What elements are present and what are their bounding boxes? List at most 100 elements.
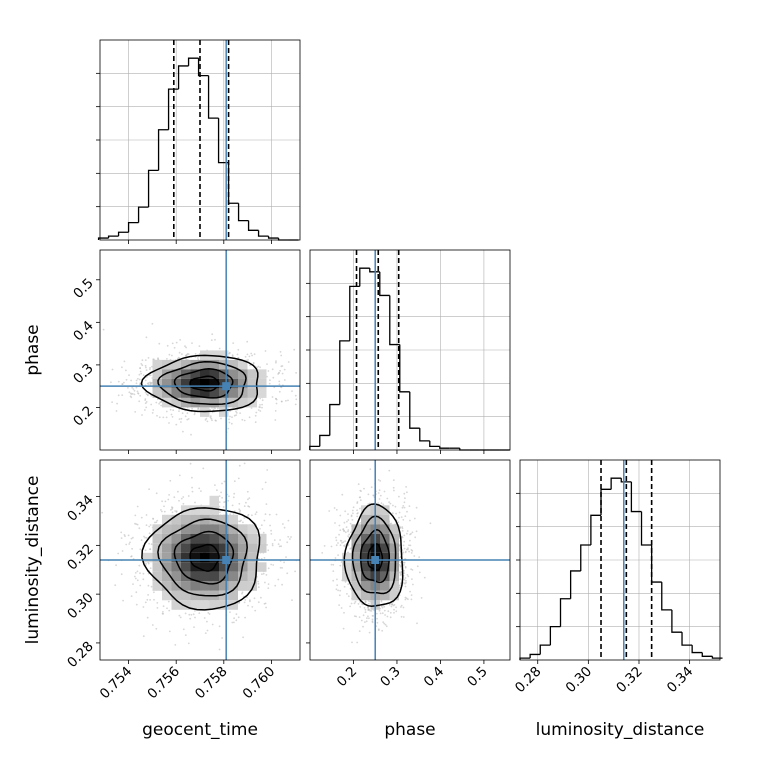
scatter-point <box>272 564 275 566</box>
scatter-point <box>166 344 169 347</box>
scatter-point <box>247 358 250 361</box>
scatter-point <box>144 379 147 382</box>
scatter-point <box>110 381 112 384</box>
density-cell-density-geocent_time-luminosity_distance <box>247 533 257 544</box>
scatter-point <box>376 621 379 624</box>
scatter-point <box>134 577 137 580</box>
scatter-point <box>111 368 114 371</box>
scatter-point <box>125 378 128 381</box>
scatter-point <box>153 591 155 594</box>
scatter-point <box>399 584 401 587</box>
scatter-point <box>115 564 117 567</box>
scatter-point <box>257 586 260 588</box>
scatter-point <box>399 578 402 581</box>
scatter-point <box>142 572 145 575</box>
scatter-point <box>120 537 123 539</box>
scatter-point <box>157 398 159 401</box>
scatter-point <box>282 523 284 525</box>
scatter-point <box>343 521 346 524</box>
scatter-point <box>133 575 136 578</box>
scatter-point <box>137 377 139 380</box>
scatter-point <box>395 610 398 613</box>
histogram-bin-hist-luminosity_distance-3 <box>549 625 561 646</box>
scatter-point <box>359 507 361 510</box>
scatter-point <box>243 517 246 519</box>
histogram-bin-hist-luminosity_distance-16 <box>681 632 693 646</box>
scatter-point <box>367 615 369 618</box>
scatter-point <box>175 341 178 344</box>
scatter-point <box>129 392 132 395</box>
scatter-point <box>147 382 150 384</box>
scatter-point <box>403 578 406 581</box>
scatter-point <box>142 635 145 638</box>
scatter-point <box>120 573 123 576</box>
scatter-point <box>149 383 152 386</box>
density-cell-density-geocent_time-luminosity_distance <box>190 524 200 534</box>
scatter-point <box>372 494 375 497</box>
scatter-point <box>403 547 406 550</box>
scatter-point <box>358 630 361 632</box>
scatter-point <box>231 354 234 357</box>
scatter-point <box>232 512 235 515</box>
density-cell-density-geocent_time-luminosity_distance <box>200 505 210 515</box>
scatter-point <box>182 430 184 433</box>
scatter-point <box>360 619 363 622</box>
scatter-point <box>228 495 230 498</box>
scatter-point <box>261 488 264 490</box>
scatter-point <box>359 522 362 524</box>
scatter-point <box>271 544 274 547</box>
histogram-bin-hist-geocent_time-11 <box>207 75 219 119</box>
scatter-point <box>145 514 148 516</box>
scatter-point <box>332 570 335 572</box>
x-axis-label-luminosity-distance: luminosity_distance <box>536 720 705 740</box>
scatter-point <box>221 482 223 485</box>
scatter-point <box>389 502 392 505</box>
scatter-point <box>383 490 386 493</box>
scatter-point <box>274 419 277 421</box>
scatter-point <box>278 545 281 548</box>
density-cell-density-phase-luminosity_distance <box>389 552 399 563</box>
scatter-point <box>140 372 143 375</box>
density-cell-density-geocent_time-luminosity_distance <box>181 562 191 572</box>
scatter-point <box>402 616 405 618</box>
scatter-point <box>407 547 409 550</box>
scatter-point <box>244 355 247 358</box>
scatter-point <box>235 412 238 414</box>
scatter-point <box>411 531 414 534</box>
scatter-point <box>184 415 187 418</box>
scatter-point <box>366 617 368 620</box>
scatter-point <box>160 404 163 407</box>
scatter-point <box>139 383 141 386</box>
scatter-point <box>241 592 243 595</box>
scatter-point <box>369 609 372 612</box>
histogram-bin-hist-luminosity_distance-19 <box>711 656 723 659</box>
scatter-point <box>275 360 277 362</box>
scatter-point <box>178 351 181 354</box>
histogram-bin-hist-geocent_time-0 <box>97 237 109 240</box>
scatter-point <box>413 555 416 557</box>
scatter-point <box>403 492 406 495</box>
scatter-point <box>233 492 236 495</box>
scatter-point <box>231 621 234 624</box>
scatter-point <box>279 539 281 541</box>
scatter-point <box>163 510 166 513</box>
scatter-point <box>352 512 354 515</box>
scatter-point <box>348 533 351 536</box>
scatter-point <box>214 338 216 341</box>
scatter-point <box>149 366 152 369</box>
scatter-point <box>401 506 404 509</box>
scatter-point <box>155 401 158 404</box>
density-cell-density-geocent_time-phase <box>257 378 267 389</box>
histogram-bin-hist-luminosity_distance-18 <box>701 652 713 657</box>
scatter-point <box>369 468 372 471</box>
scatter-point <box>135 591 138 594</box>
scatter-point <box>202 467 205 470</box>
scatter-point <box>144 364 147 367</box>
scatter-point <box>150 395 153 397</box>
density-cell-density-geocent_time-luminosity_distance <box>162 543 172 553</box>
scatter-point <box>384 614 386 616</box>
scatter-point <box>383 605 386 608</box>
scatter-point <box>233 480 236 483</box>
scatter-point <box>198 345 201 347</box>
scatter-point <box>178 418 181 420</box>
